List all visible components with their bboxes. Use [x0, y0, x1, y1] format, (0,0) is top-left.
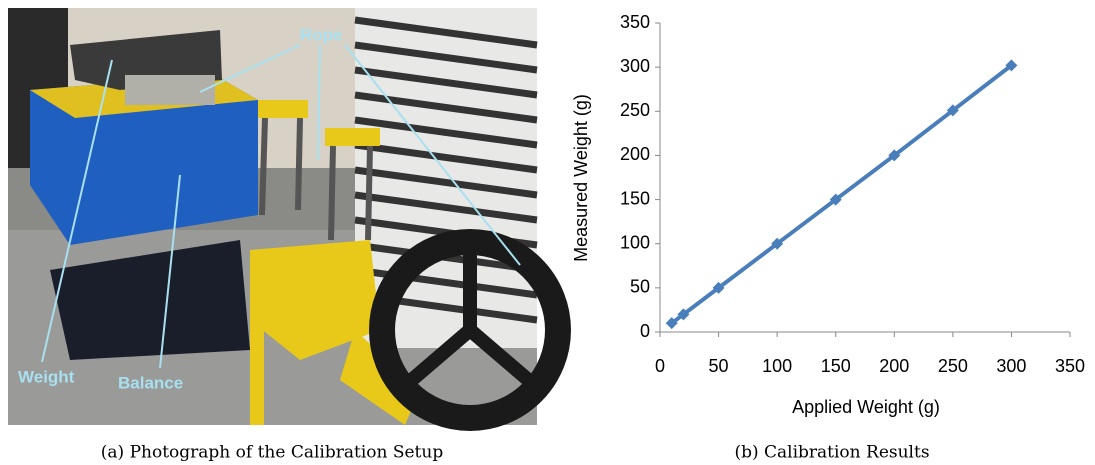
x-axis-title: Applied Weight (g) — [792, 397, 940, 417]
x-tick-label: 50 — [709, 356, 729, 376]
y-axis-title: Measured Weight (g) — [571, 94, 591, 262]
x-tick-label: 300 — [996, 356, 1026, 376]
photo-label: Weight — [18, 367, 75, 386]
y-tick-label: 300 — [620, 56, 650, 76]
x-tick-label: 100 — [762, 356, 792, 376]
photo: Rope Weight Balance — [8, 8, 558, 425]
x-tick-label: 250 — [938, 356, 968, 376]
y-tick-label: 50 — [630, 277, 650, 297]
series-line — [672, 65, 1012, 323]
x-tick-label: 200 — [879, 356, 909, 376]
x-tick-label: 350 — [1055, 356, 1085, 376]
y-tick-label: 100 — [620, 232, 650, 252]
caption: (a) Photograph of the Calibration Setup — [101, 443, 444, 463]
y-tick-label: 350 — [620, 12, 650, 32]
caption: (b) Calibration Results — [734, 443, 929, 463]
y-tick-label: 250 — [620, 100, 650, 120]
x-tick-label: 150 — [821, 356, 851, 376]
plate — [125, 75, 215, 105]
photo-label: Rope — [300, 25, 343, 44]
x-tick-label: 0 — [655, 356, 665, 376]
figure: Rope Weight Balance (a) Photograph of th… — [0, 0, 1095, 465]
photo-label: Balance — [118, 373, 183, 392]
y-tick-label: 200 — [620, 144, 650, 164]
y-tick-label: 150 — [620, 188, 650, 208]
y-tick-label: 0 — [640, 321, 650, 341]
